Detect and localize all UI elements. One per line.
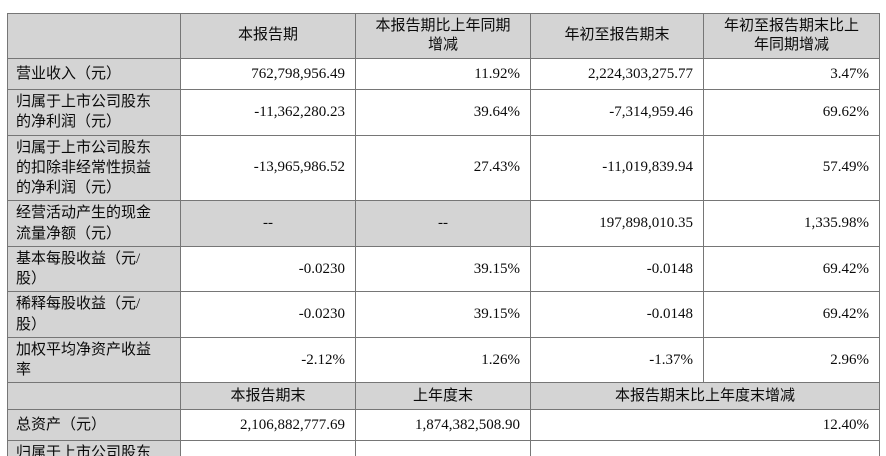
shareholders-equity-end-of-period-value: 531,761,760.89 bbox=[180, 440, 356, 456]
period-end-header-row: 本报告期末 上年度末 本报告期末比上年度末增减 bbox=[7, 382, 880, 411]
operating-revenue-ytd-value: 2,224,303,275.77 bbox=[530, 58, 704, 90]
operating-revenue-ytd-yoy-change: 3.47% bbox=[703, 58, 880, 90]
header-current-period: 本报告期 bbox=[180, 13, 356, 59]
weighted-avg-roe-current-value: -2.12% bbox=[180, 336, 356, 384]
diluted-eps-ytd-yoy-change: 69.42% bbox=[703, 291, 880, 338]
header-end-of-period: 本报告期末 bbox=[180, 382, 356, 411]
row-net-profit: 归属于上市公司股东 的净利润（元） -11,362,280.23 39.64% … bbox=[7, 89, 880, 136]
net-profit-yoy-change: 39.64% bbox=[355, 89, 531, 136]
operating-cash-flow-label: 经营活动产生的现金 流量净额（元） bbox=[7, 200, 181, 247]
financial-summary-table: 本报告期 本报告期比上年同期 增减 年初至报告期末 年初至报告期末比上 年同期增… bbox=[7, 13, 880, 456]
shareholders-equity-change: -0.80% bbox=[530, 440, 880, 456]
shareholders-equity-label: 归属于上市公司股东 的所有者权益（元） bbox=[7, 440, 181, 456]
net-profit-excl-nonrecurring-yoy-change: 27.43% bbox=[355, 134, 531, 202]
weighted-avg-roe-label: 加权平均净资产收益 率 bbox=[7, 336, 181, 384]
net-profit-excl-nonrecurring-ytd-yoy-change: 57.49% bbox=[703, 134, 880, 202]
operating-cash-flow-yoy-change: -- bbox=[355, 200, 531, 247]
operating-cash-flow-ytd-yoy-change: 1,335.98% bbox=[703, 200, 880, 247]
total-assets-change: 12.40% bbox=[530, 409, 880, 442]
basic-eps-ytd-value: -0.0148 bbox=[530, 245, 704, 293]
row-weighted-avg-roe: 加权平均净资产收益 率 -2.12% 1.26% -1.37% 2.96% bbox=[7, 336, 880, 384]
net-profit-ytd-value: -7,314,959.46 bbox=[530, 89, 704, 136]
net-profit-ytd-yoy-change: 69.62% bbox=[703, 89, 880, 136]
basic-eps-ytd-yoy-change: 69.42% bbox=[703, 245, 880, 293]
net-profit-label: 归属于上市公司股东 的净利润（元） bbox=[7, 89, 181, 136]
net-profit-excl-nonrecurring-label: 归属于上市公司股东 的扣除非经常性损益 的净利润（元） bbox=[7, 134, 181, 202]
diluted-eps-ytd-value: -0.0148 bbox=[530, 291, 704, 338]
row-operating-revenue: 营业收入（元） 762,798,956.49 11.92% 2,224,303,… bbox=[7, 58, 880, 90]
row-operating-cash-flow: 经营活动产生的现金 流量净额（元） -- -- 197,898,010.35 1… bbox=[7, 200, 880, 247]
operating-cash-flow-ytd-value: 197,898,010.35 bbox=[530, 200, 704, 247]
weighted-avg-roe-ytd-value: -1.37% bbox=[530, 336, 704, 384]
row-basic-eps: 基本每股收益（元/ 股） -0.0230 39.15% -0.0148 69.4… bbox=[7, 245, 880, 293]
operating-cash-flow-current-value: -- bbox=[180, 200, 356, 247]
weighted-avg-roe-ytd-yoy-change: 2.96% bbox=[703, 336, 880, 384]
header-period-end-change: 本报告期末比上年度末增减 bbox=[530, 382, 880, 411]
basic-eps-current-value: -0.0230 bbox=[180, 245, 356, 293]
weighted-avg-roe-yoy-change: 1.26% bbox=[355, 336, 531, 384]
basic-eps-label: 基本每股收益（元/ 股） bbox=[7, 245, 181, 293]
net-profit-excl-nonrecurring-ytd-value: -11,019,839.94 bbox=[530, 134, 704, 202]
diluted-eps-yoy-change: 39.15% bbox=[355, 291, 531, 338]
net-profit-excl-nonrecurring-current-value: -13,965,986.52 bbox=[180, 134, 356, 202]
basic-eps-yoy-change: 39.15% bbox=[355, 245, 531, 293]
diluted-eps-label: 稀释每股收益（元/ 股） bbox=[7, 291, 181, 338]
row-shareholders-equity: 归属于上市公司股东 的所有者权益（元） 531,761,760.89 536,0… bbox=[7, 440, 880, 456]
operating-revenue-label: 营业收入（元） bbox=[7, 58, 181, 90]
header-end-of-prior-year: 上年度末 bbox=[355, 382, 531, 411]
operating-revenue-yoy-change: 11.92% bbox=[355, 58, 531, 90]
total-assets-end-of-period-value: 2,106,882,777.69 bbox=[180, 409, 356, 442]
total-assets-label: 总资产（元） bbox=[7, 409, 181, 442]
diluted-eps-current-value: -0.0230 bbox=[180, 291, 356, 338]
shareholders-equity-prior-year-end-value: 536,060,044.37 bbox=[355, 440, 531, 456]
total-assets-prior-year-end-value: 1,874,382,508.90 bbox=[355, 409, 531, 442]
period-header-row: 本报告期 本报告期比上年同期 增减 年初至报告期末 年初至报告期末比上 年同期增… bbox=[7, 13, 880, 59]
sub-header-corner-cell bbox=[7, 382, 181, 411]
row-diluted-eps: 稀释每股收益（元/ 股） -0.0230 39.15% -0.0148 69.4… bbox=[7, 291, 880, 338]
header-ytd-vs-prior-yoy: 年初至报告期末比上 年同期增减 bbox=[703, 13, 880, 59]
row-net-profit-excl-nonrecurring: 归属于上市公司股东 的扣除非经常性损益 的净利润（元） -13,965,986.… bbox=[7, 134, 880, 202]
operating-revenue-current-value: 762,798,956.49 bbox=[180, 58, 356, 90]
header-current-vs-prior-yoy: 本报告期比上年同期 增减 bbox=[355, 13, 531, 59]
header-corner-cell bbox=[7, 13, 181, 59]
net-profit-current-value: -11,362,280.23 bbox=[180, 89, 356, 136]
row-total-assets: 总资产（元） 2,106,882,777.69 1,874,382,508.90… bbox=[7, 409, 880, 442]
header-ytd: 年初至报告期末 bbox=[530, 13, 704, 59]
